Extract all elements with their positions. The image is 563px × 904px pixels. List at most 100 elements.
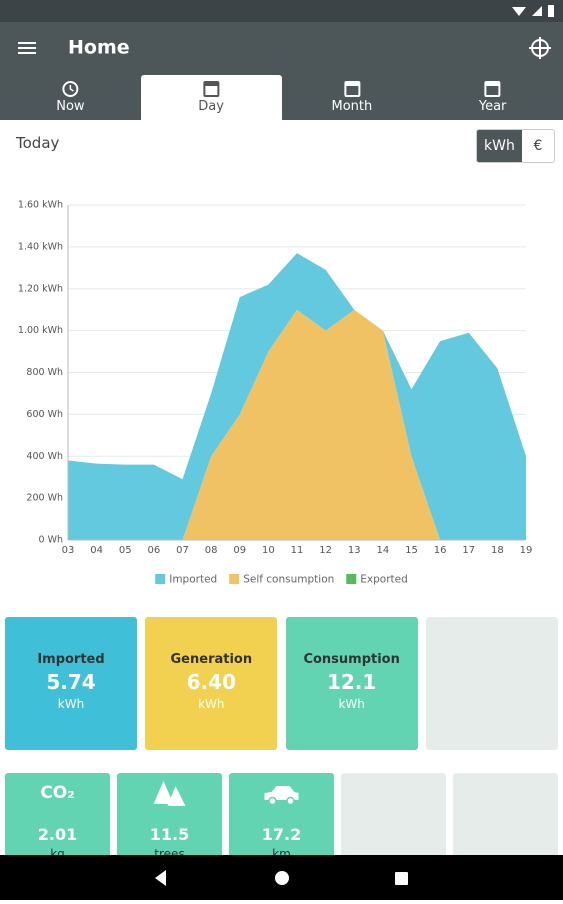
y-tick-label: 1.00 kWh [18, 325, 63, 336]
x-tick-label: 04 [90, 545, 103, 556]
locate-button[interactable] [529, 37, 551, 59]
legend-swatch [155, 574, 166, 584]
summary-card: Imported 5.74 kWh [5, 617, 137, 750]
y-tick-label: 1.20 kWh [18, 283, 63, 294]
card-unit: kWh [57, 697, 85, 711]
y-tick-label: 1.60 kWh [18, 200, 63, 211]
status-bar [0, 0, 563, 22]
legend-swatch [346, 574, 357, 584]
impact-unit: kg [50, 847, 65, 855]
y-tick-label: 0 Wh [39, 535, 63, 546]
x-tick-label: 03 [62, 545, 75, 556]
unit-option[interactable]: kWh [477, 130, 522, 162]
nav-bar [0, 855, 563, 900]
tab-icon [62, 81, 79, 97]
card-label: Imported [37, 652, 105, 667]
co2-icon: CO₂ [40, 783, 75, 803]
calendar-top [344, 82, 359, 86]
card-unit: kWh [198, 697, 225, 711]
legend-swatch [229, 574, 240, 584]
tab[interactable]: Month [282, 75, 423, 120]
tab-label: Year [478, 99, 507, 114]
tab[interactable]: Day [140, 75, 282, 120]
clock-hands [69, 85, 74, 92]
area [68, 253, 526, 540]
y-tick-label: 200 Wh [26, 493, 63, 504]
calendar-top [485, 82, 500, 86]
back-button[interactable] [155, 870, 166, 886]
impact-value: 17.2 [261, 825, 302, 844]
legend: Imported Self consumption Exported [155, 574, 408, 586]
empty-card [426, 617, 558, 750]
tab[interactable]: Now [0, 75, 141, 120]
impact-value: 11.5 [149, 825, 190, 844]
x-tick-label: 12 [319, 545, 332, 556]
card-label: Generation [170, 652, 253, 667]
car [264, 786, 299, 800]
impact-value: 2.01 [37, 825, 78, 844]
tab-label: Now [56, 99, 85, 114]
x-tick-label: 08 [205, 545, 218, 556]
x-tick-label: 05 [119, 545, 132, 556]
summary-card: Consumption 12.1 kWh [285, 617, 418, 750]
car-icon [264, 786, 299, 806]
recents-button[interactable] [395, 872, 408, 885]
tab[interactable]: Year [422, 75, 563, 120]
card-unit: kWh [338, 697, 365, 711]
card-value: 5.74 [46, 670, 96, 694]
empty-card [341, 773, 446, 855]
nav-icons [155, 870, 408, 886]
card-value: 12.1 [326, 670, 377, 694]
card-label: Consumption [303, 652, 400, 667]
x-tick-label: 10 [262, 545, 275, 556]
x-tick-label: 19 [520, 545, 533, 556]
empty-card [453, 773, 558, 855]
chart: 0 Wh 200 Wh 400 Wh 600 Wh 800 Wh 1.00 kWh 1.20… [18, 200, 533, 586]
x-tick-label: 09 [233, 545, 246, 556]
x-tick-label: 07 [176, 545, 189, 556]
impact-unit: trees [154, 847, 185, 855]
impact-card: 17.2 km [229, 773, 334, 855]
area [68, 309, 526, 540]
x-tick-label: 18 [491, 545, 504, 556]
legend-label: Exported [360, 574, 408, 586]
y-tick-label: 400 Wh [26, 451, 63, 462]
x-tick-label: 15 [405, 545, 418, 556]
tree [153, 781, 186, 806]
wheel [286, 796, 295, 806]
clock-icon [62, 81, 79, 97]
tab-label: Day [198, 99, 224, 114]
legend-label: Self consumption [243, 574, 334, 586]
x-tick-label: 11 [291, 545, 304, 556]
impact-card: CO₂ 2.01 kg [5, 773, 110, 855]
unit-toggle: kWh € [476, 129, 555, 163]
x-tick-label: 06 [148, 545, 161, 556]
wheel [268, 796, 277, 806]
x-tick-label: 14 [377, 545, 390, 556]
legend-item: Self consumption [229, 574, 334, 586]
x-tick-label: 16 [434, 545, 447, 556]
unit-option[interactable]: € [521, 130, 554, 162]
tab-bar: Now Day Month Year [0, 75, 563, 120]
home-button[interactable] [275, 871, 289, 885]
impact-unit: km [272, 847, 291, 855]
legend-label: Imported [169, 574, 217, 586]
tab-icon [203, 81, 220, 97]
y-tick-label: 1.40 kWh [18, 241, 63, 252]
impact-card: 11.5 trees [117, 773, 222, 855]
tab-icon [484, 81, 501, 97]
card-value: 6.40 [186, 670, 236, 694]
calendar-top [204, 82, 219, 86]
legend-item: Imported [155, 574, 217, 586]
app-bar: Home [0, 22, 563, 120]
legend-item: Exported [346, 574, 408, 586]
x-tick-label: 13 [348, 545, 361, 556]
status-icons [512, 5, 554, 17]
x-tick-label: 17 [462, 545, 475, 556]
menu-button[interactable] [18, 42, 36, 54]
y-tick-label: 800 Wh [26, 367, 63, 378]
y-tick-label: 600 Wh [26, 409, 63, 420]
trees-icon [153, 781, 186, 806]
app-title: Home [68, 37, 130, 59]
